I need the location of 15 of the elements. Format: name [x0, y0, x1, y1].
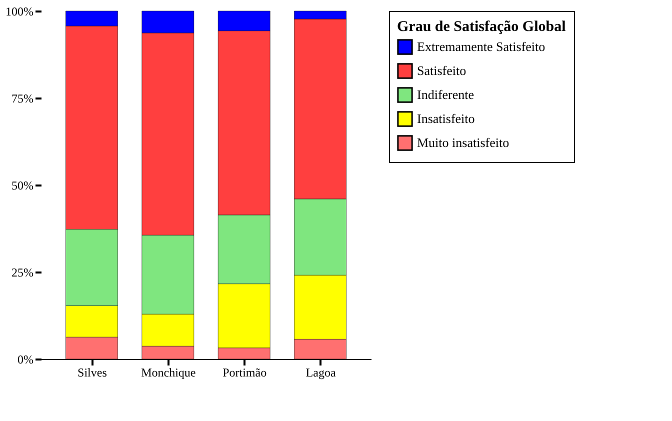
legend-label: Extremamente Satisfeito — [417, 39, 546, 54]
legend-title: Grau de Satisfação Global — [397, 19, 566, 35]
y-tick-label: 0% — [18, 352, 34, 366]
y-tick-label: 50% — [12, 178, 34, 192]
y-tick-label: 25% — [12, 266, 34, 280]
x-tick-label: Monchique — [141, 366, 196, 380]
legend-label: Muito insatisfeito — [417, 135, 510, 150]
y-tick-label: 100% — [6, 4, 34, 18]
legend-label: Indiferente — [417, 87, 474, 102]
x-tick-label: Silves — [78, 366, 108, 380]
legend-label: Insatisfeito — [417, 111, 475, 126]
x-tick-label: Lagoa — [306, 366, 336, 380]
y-tick-label: 75% — [12, 92, 34, 106]
legend-label: Satisfeito — [417, 63, 466, 78]
x-tick-label: Portimão — [222, 366, 267, 380]
